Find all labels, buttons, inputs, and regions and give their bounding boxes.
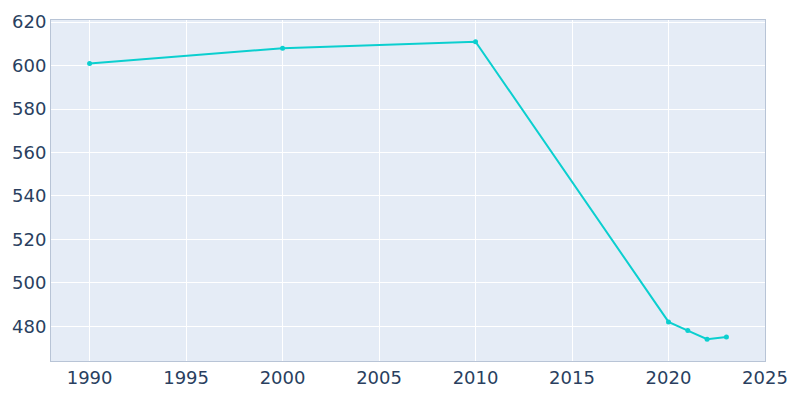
svg-text:1995: 1995: [163, 367, 209, 388]
svg-text:560: 560: [12, 142, 46, 163]
svg-text:2020: 2020: [646, 367, 692, 388]
svg-text:2000: 2000: [260, 367, 306, 388]
svg-text:520: 520: [12, 229, 46, 250]
svg-text:620: 620: [12, 11, 46, 32]
svg-text:580: 580: [12, 98, 46, 119]
svg-text:540: 540: [12, 185, 46, 206]
svg-text:600: 600: [12, 55, 46, 76]
svg-text:1990: 1990: [67, 367, 113, 388]
svg-text:2005: 2005: [356, 367, 402, 388]
svg-text:2010: 2010: [453, 367, 499, 388]
svg-text:480: 480: [12, 316, 46, 337]
svg-text:2025: 2025: [742, 367, 788, 388]
svg-text:2015: 2015: [549, 367, 595, 388]
svg-text:500: 500: [12, 272, 46, 293]
